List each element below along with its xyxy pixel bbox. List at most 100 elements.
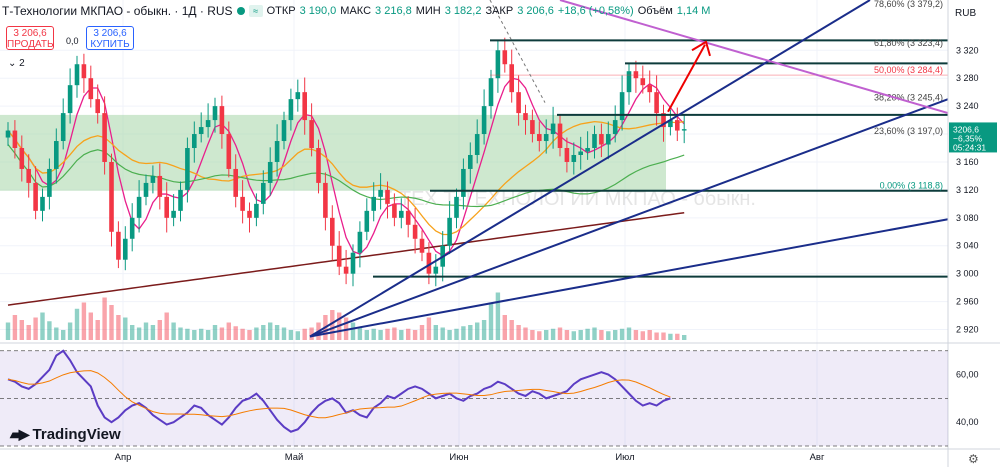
candle-body bbox=[516, 92, 521, 114]
candle-body bbox=[426, 252, 432, 274]
last-price-text: −6,35% bbox=[953, 133, 983, 143]
candle-body bbox=[123, 238, 128, 260]
candle-body bbox=[233, 168, 238, 197]
close-value: 3 206,6 bbox=[517, 5, 554, 17]
candle-body bbox=[47, 168, 52, 197]
candle-body bbox=[136, 196, 142, 218]
market-open-dot bbox=[236, 7, 245, 15]
candle-body bbox=[364, 210, 370, 232]
volume-bar bbox=[88, 312, 93, 340]
candle-body bbox=[109, 161, 114, 232]
candle-body bbox=[606, 134, 611, 145]
buy-price: 3 206,6 bbox=[93, 28, 127, 39]
candle-body bbox=[102, 113, 107, 162]
volume-bar bbox=[633, 330, 639, 340]
time-tick-label: Июн bbox=[449, 452, 468, 463]
candle-body bbox=[205, 120, 211, 128]
volume-bar bbox=[219, 327, 225, 340]
candle-body bbox=[143, 182, 149, 197]
buy-button[interactable]: 3 206,6 КУПИТЬ bbox=[86, 26, 134, 50]
price-tick-label: 2 920 bbox=[956, 325, 979, 335]
volume-bar bbox=[606, 331, 611, 340]
candle-body bbox=[336, 245, 342, 267]
last-price-text: 05:24:31 bbox=[953, 142, 986, 152]
volume-bar bbox=[675, 333, 680, 340]
volume-bar bbox=[392, 327, 397, 340]
candle-body bbox=[226, 134, 232, 169]
sell-price: 3 206,6 bbox=[13, 28, 47, 39]
fib-label: 61,80% (3 323,4) bbox=[874, 38, 943, 48]
candle-body bbox=[185, 148, 190, 190]
symbol-title[interactable]: Т-Технологии МКПАО - обыкн. · 1Д · RUS bbox=[2, 4, 233, 18]
volume-bar bbox=[274, 325, 280, 340]
time-tick-label: Июл bbox=[615, 452, 634, 463]
volume-bar bbox=[371, 328, 376, 340]
volume-bar bbox=[419, 325, 425, 340]
sell-button[interactable]: 3 206,6 ПРОДАТЬ bbox=[6, 26, 54, 50]
tradingview-logo[interactable]: ▰▶ TradingView bbox=[10, 426, 121, 443]
volume-bar bbox=[288, 330, 294, 340]
price-tick-label: 2 960 bbox=[956, 297, 979, 307]
last-price-tag bbox=[949, 122, 997, 153]
fib-label: 50,00% (3 284,4) bbox=[874, 65, 943, 75]
volume-bar bbox=[254, 327, 259, 340]
volume-bar bbox=[226, 322, 231, 340]
candle-body bbox=[530, 120, 535, 135]
high-value: 3 216,8 bbox=[375, 5, 412, 17]
volume-bar bbox=[378, 330, 383, 340]
volume-bar bbox=[12, 315, 18, 340]
candle-body bbox=[661, 113, 666, 128]
candle-body bbox=[12, 130, 18, 149]
candle-body bbox=[316, 148, 321, 183]
sell-label: ПРОДАТЬ bbox=[7, 39, 54, 50]
candle-body bbox=[468, 154, 473, 169]
collapse-indicators-toggle[interactable]: ⌄ 2 bbox=[8, 58, 25, 69]
candle-body bbox=[385, 189, 390, 204]
volume-bar bbox=[295, 331, 300, 340]
volume-bar bbox=[74, 308, 80, 340]
volume-bar bbox=[240, 328, 245, 340]
candle-body bbox=[19, 148, 25, 169]
fib-label: 38,20% (3 245,4) bbox=[874, 92, 943, 102]
open-label: ОТКР bbox=[266, 5, 296, 17]
candle-body bbox=[295, 92, 301, 100]
candle-body bbox=[178, 189, 183, 211]
candle-body bbox=[247, 210, 252, 218]
price-tick-label: 3 320 bbox=[956, 45, 979, 55]
last-price-text: 3206,6 bbox=[953, 124, 979, 134]
candle-body bbox=[254, 203, 259, 218]
volume-bar bbox=[350, 322, 356, 340]
volume-bar bbox=[47, 321, 52, 340]
volume-bar bbox=[109, 305, 114, 340]
candle-body bbox=[399, 210, 404, 218]
candle-body bbox=[74, 64, 80, 86]
candle-body bbox=[54, 141, 59, 169]
volume-bar bbox=[309, 327, 314, 340]
candle-body bbox=[571, 154, 577, 162]
currency-label[interactable]: RUB bbox=[955, 8, 976, 19]
ma-mid-line bbox=[7, 120, 685, 236]
candle-body bbox=[461, 168, 466, 197]
candle-body bbox=[212, 106, 218, 121]
volume-bar bbox=[178, 327, 183, 340]
candle-body bbox=[281, 120, 287, 142]
trend-line bbox=[309, 218, 949, 338]
time-axis[interactable]: Апр Май Июн Июл Авг bbox=[0, 448, 1000, 463]
tradingview-mark-icon: ▰▶ bbox=[10, 426, 29, 442]
candle-body bbox=[537, 134, 542, 142]
rsi-ma-line bbox=[7, 370, 671, 419]
volume-bar bbox=[592, 327, 597, 340]
volume-bar bbox=[564, 330, 570, 340]
gear-icon[interactable]: ⚙ bbox=[968, 452, 979, 466]
volume-bar bbox=[468, 325, 473, 340]
candle-body bbox=[647, 85, 652, 93]
candle-body bbox=[447, 217, 452, 246]
candle-body bbox=[578, 151, 583, 155]
volume-bar bbox=[5, 322, 11, 340]
volume-bar bbox=[95, 320, 100, 340]
candle-body bbox=[626, 71, 632, 93]
candle-body bbox=[302, 92, 307, 121]
candle-body bbox=[26, 168, 31, 183]
